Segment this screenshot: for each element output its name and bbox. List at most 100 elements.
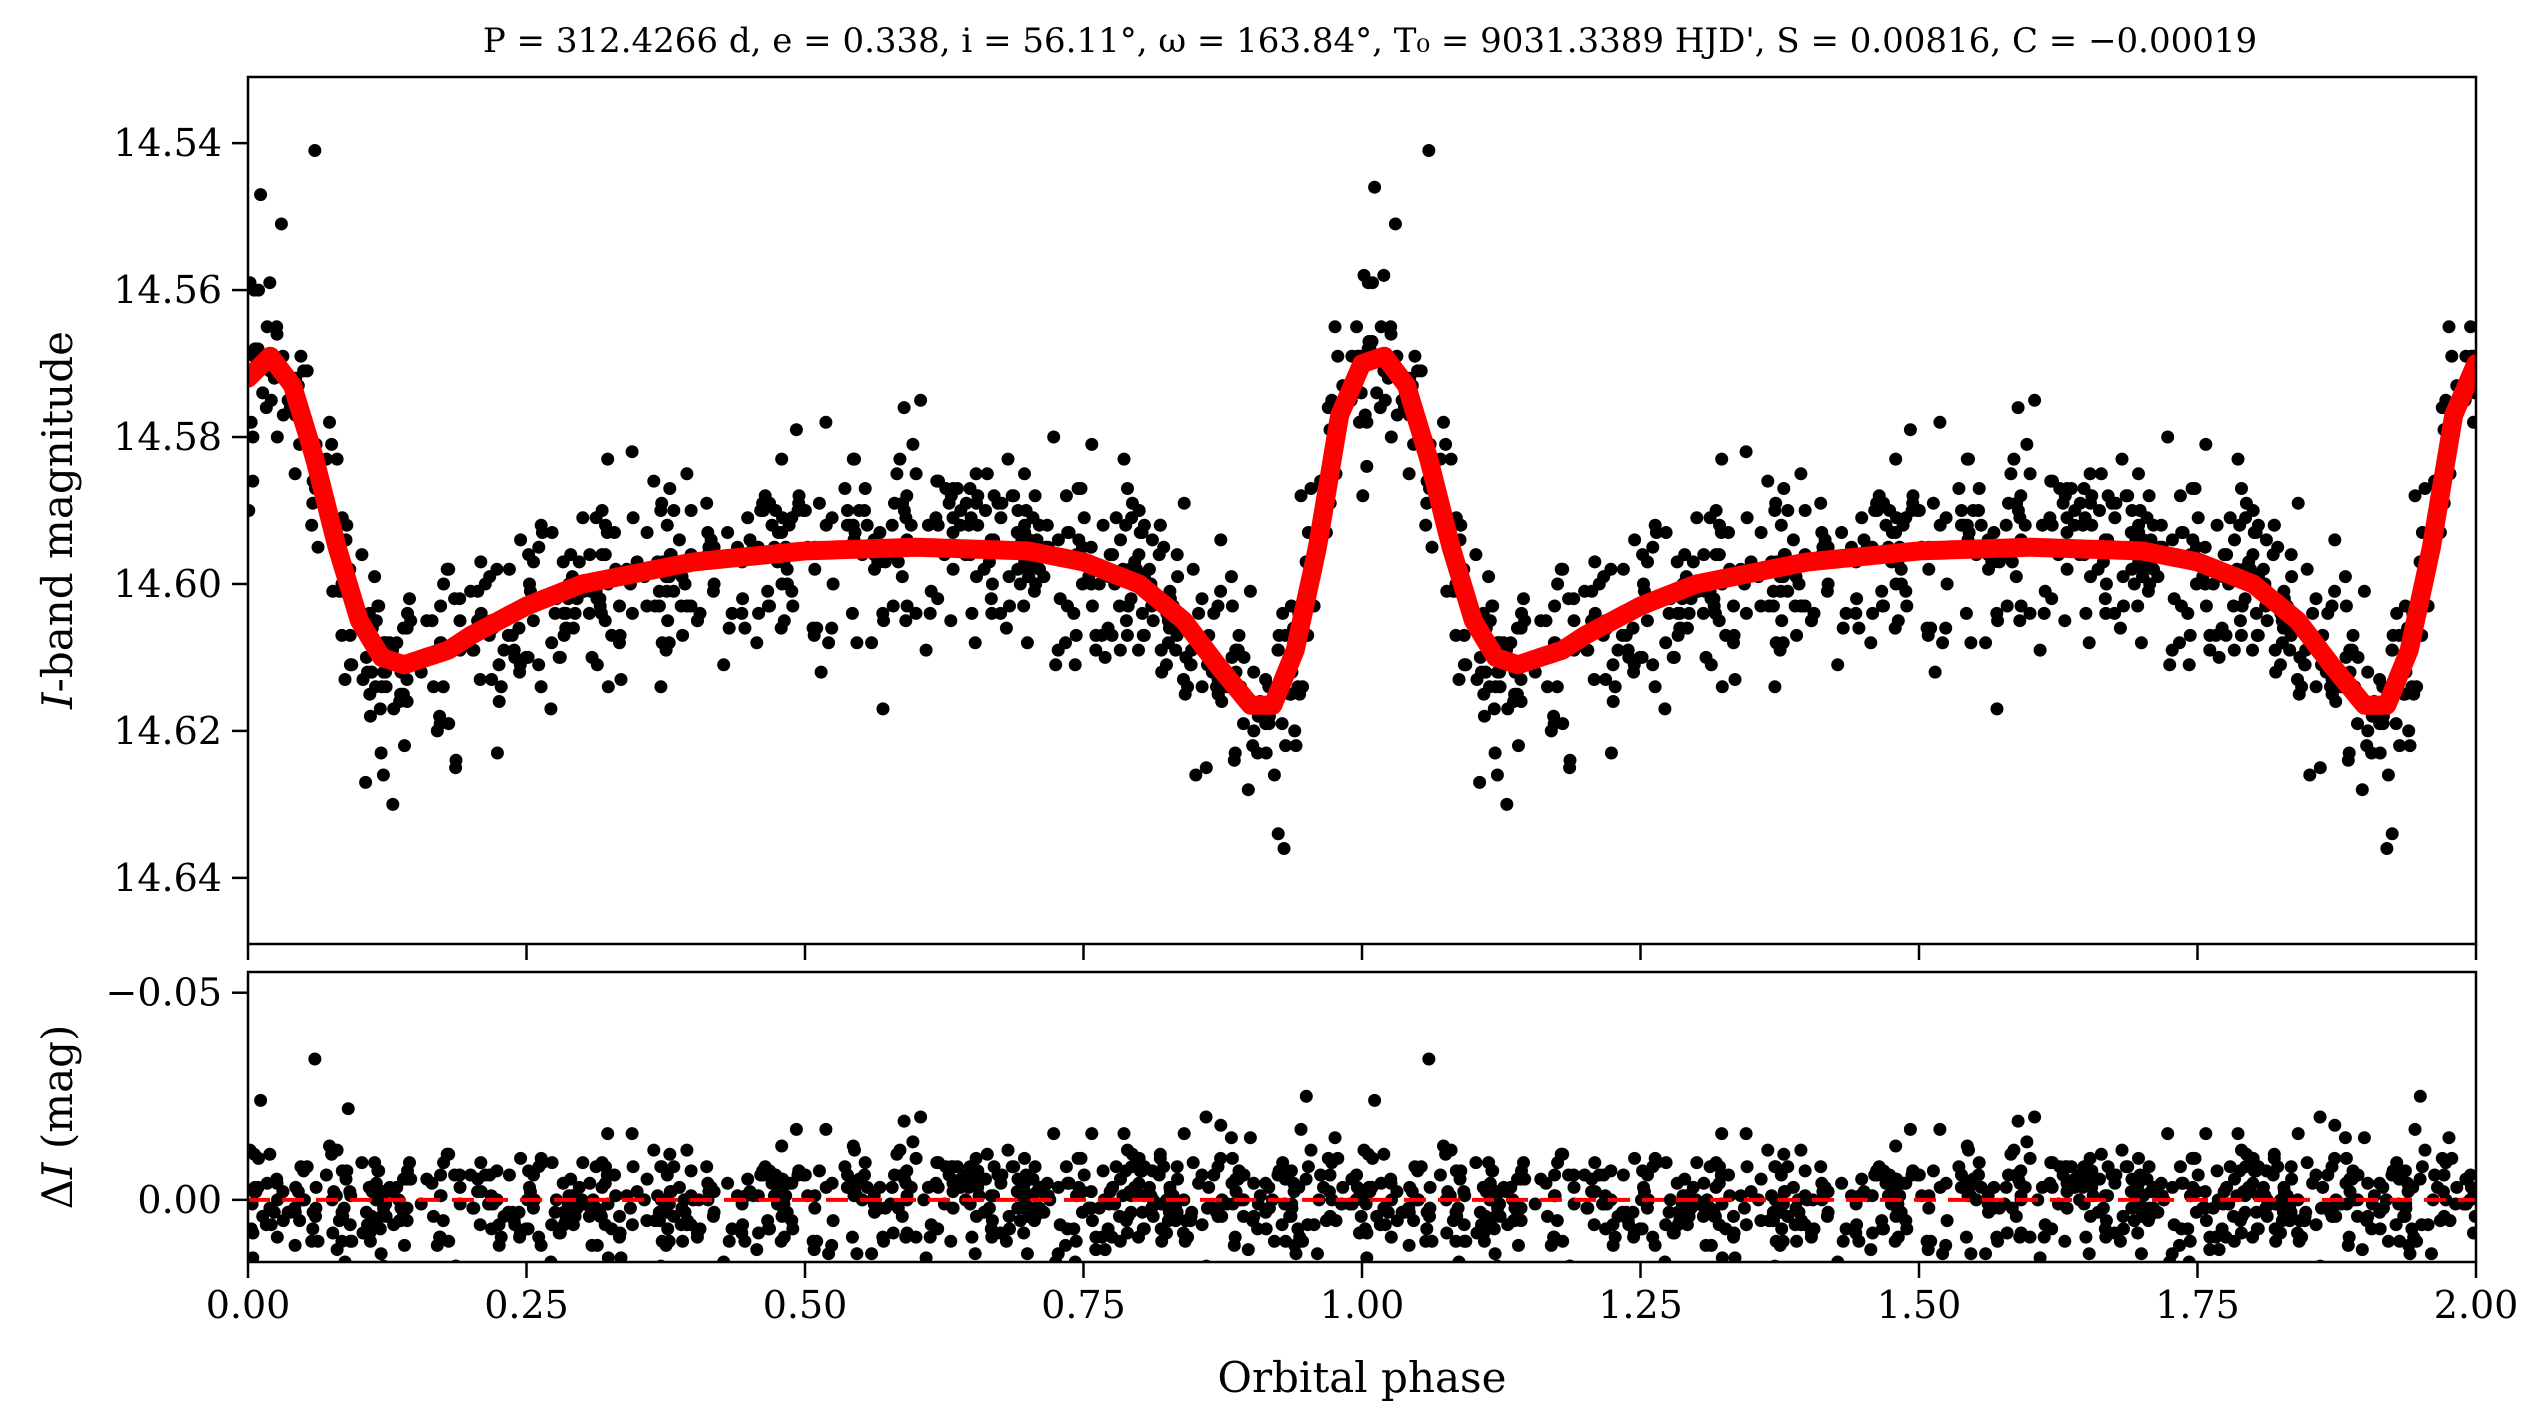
observation-point [1259, 746, 1273, 760]
residual-point [776, 1201, 790, 1215]
observation-point [363, 687, 377, 701]
residual-point [1962, 1143, 1975, 1157]
residual-point [1744, 1185, 1758, 1199]
observation-point [1037, 570, 1051, 584]
observation-point [2339, 599, 2353, 613]
observation-point [386, 797, 400, 811]
observation-point [1875, 584, 1889, 598]
residual-point [2381, 1234, 2395, 1248]
residual-point [625, 1127, 639, 1141]
residual-point [1384, 1176, 1398, 1190]
observation-point [1585, 584, 1599, 598]
observation-point [717, 658, 731, 672]
residual-point [2467, 1226, 2476, 1240]
observation-point [1011, 562, 1025, 576]
residual-point [808, 1201, 822, 1215]
residual-point [1999, 1180, 2013, 1194]
residual-point [502, 1168, 516, 1182]
residual-point [263, 1147, 277, 1161]
observation-point [1195, 680, 1209, 694]
residual-point [339, 1172, 353, 1186]
observation-point [2163, 658, 2177, 672]
observation-point [553, 650, 567, 664]
residual-point [323, 1139, 336, 1153]
residual-point [589, 1201, 603, 1215]
residual-point [946, 1201, 960, 1215]
observation-point [1243, 584, 1257, 598]
residual-point [436, 1214, 450, 1228]
observation-point [1891, 614, 1905, 628]
observation-point [890, 467, 904, 481]
residual-point [1089, 1243, 1103, 1257]
residual-point [379, 1209, 393, 1223]
y-tick-label: 14.62 [113, 709, 222, 753]
residual-point [1604, 1164, 1618, 1178]
residual-point [1202, 1180, 1216, 1194]
observation-point [1296, 680, 1310, 694]
residual-point [260, 1176, 274, 1190]
residual-point [932, 1156, 945, 1170]
residual-point [1703, 1160, 1717, 1174]
residual-point [674, 1218, 688, 1232]
observation-point [980, 467, 994, 481]
residual-point [2132, 1151, 2145, 1165]
residual-point [2345, 1172, 2359, 1186]
residual-point [779, 1189, 793, 1203]
residual-point [1709, 1180, 1723, 1194]
observation-point [2284, 548, 2298, 562]
residual-point [2037, 1230, 2051, 1244]
residual-point [1964, 1247, 1978, 1261]
observation-point [403, 592, 416, 606]
residual-point [2428, 1168, 2442, 1182]
residual-point [825, 1238, 839, 1252]
observation-point [963, 482, 977, 495]
observation-point [1703, 511, 1717, 525]
observation-point [1786, 533, 1800, 547]
observation-point [1604, 746, 1618, 760]
residual-point [1457, 1218, 1471, 1232]
residual-point [1440, 1226, 1454, 1240]
residual-point [1900, 1222, 1914, 1236]
residual-point [625, 1218, 639, 1232]
observation-point [1727, 599, 1740, 613]
residual-point [1291, 1222, 1305, 1236]
residual-point [776, 1172, 789, 1186]
observation-point [2303, 768, 2317, 782]
observation-point [886, 599, 900, 613]
residual-point [2175, 1176, 2189, 1190]
observation-point [1712, 614, 1726, 628]
observation-point [2121, 489, 2135, 503]
observation-point [899, 614, 913, 628]
observation-point [1096, 518, 1110, 532]
observation-point [2360, 739, 2374, 753]
observation-point [2233, 614, 2247, 628]
observation-point [845, 606, 859, 620]
residual-point [904, 1180, 918, 1194]
observation-point [1699, 650, 1713, 664]
observation-point [2094, 467, 2108, 481]
residual-point [252, 1151, 265, 1165]
observation-point [2227, 643, 2241, 657]
observation-point [613, 636, 626, 650]
observation-point [838, 482, 852, 495]
observation-point [1514, 695, 1528, 708]
residual-point [474, 1185, 488, 1199]
observation-point [725, 606, 739, 620]
residual-point [1437, 1139, 1450, 1153]
observation-point [2328, 533, 2342, 547]
observation-point [1739, 606, 1753, 620]
residual-point [1488, 1247, 1502, 1261]
observation-point [919, 643, 933, 657]
residual-point [453, 1180, 467, 1194]
observation-point [1488, 746, 1502, 760]
observation-point [1374, 320, 1388, 334]
magnitude-axis-label: I-band magnitude [33, 331, 82, 710]
residual-point [1715, 1251, 1729, 1262]
observation-point [850, 636, 864, 650]
observation-point [1936, 636, 1950, 650]
residual-point [1272, 1164, 1286, 1178]
observation-point [2235, 482, 2248, 495]
residual-point [1556, 1234, 1570, 1248]
residual-point [1926, 1164, 1940, 1178]
observation-point [514, 533, 528, 547]
